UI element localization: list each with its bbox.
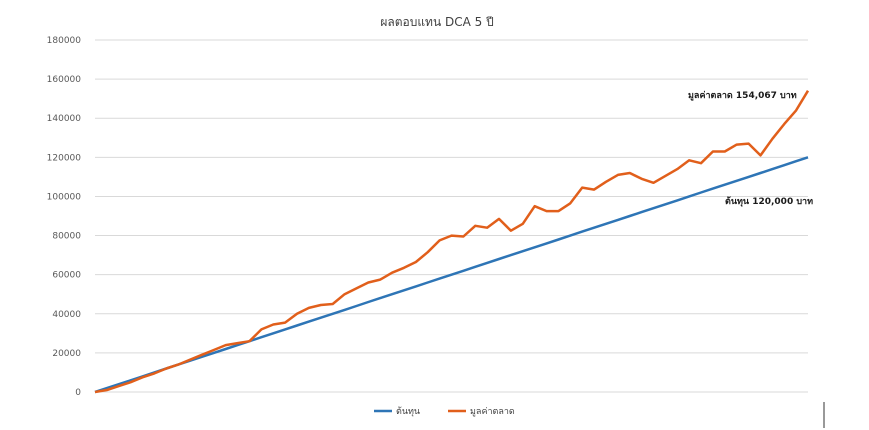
legend: ต้นทุน มูลค่าตลาด: [374, 406, 515, 417]
legend-label-cost: ต้นทุน: [396, 406, 420, 417]
y-tick-label: 40000: [52, 310, 81, 320]
y-tick-label: 100000: [47, 192, 82, 202]
legend-label-market-value: มูลค่าตลาด: [470, 407, 515, 417]
annotation-market-value: มูลค่าตลาด 154,067 บาท: [688, 90, 797, 101]
y-tick-label: 60000: [52, 271, 81, 281]
series-line-cost: [94, 156, 809, 394]
y-tick-label: 180000: [47, 36, 82, 46]
annotations: มูลค่าตลาด 154,067 บาท ต้นทุน 120,000 บา…: [688, 90, 813, 207]
series-lines: [94, 90, 810, 394]
y-tick-label: 160000: [47, 75, 82, 85]
y-axis-ticks: 0 20000 40000 60000 80000 100000 120000 140000 1…: [47, 36, 82, 398]
y-tick-label: 80000: [52, 232, 81, 242]
y-tick-label: 120000: [47, 153, 82, 163]
series-line-market-value: [94, 90, 810, 394]
chart-title: ผลตอบแทน DCA 5 ปี: [380, 15, 493, 29]
y-tick-label: 140000: [47, 114, 82, 124]
y-tick-label: 20000: [52, 349, 81, 359]
y-tick-label: 0: [75, 388, 81, 398]
annotation-cost: ต้นทุน 120,000 บาท: [725, 196, 813, 207]
